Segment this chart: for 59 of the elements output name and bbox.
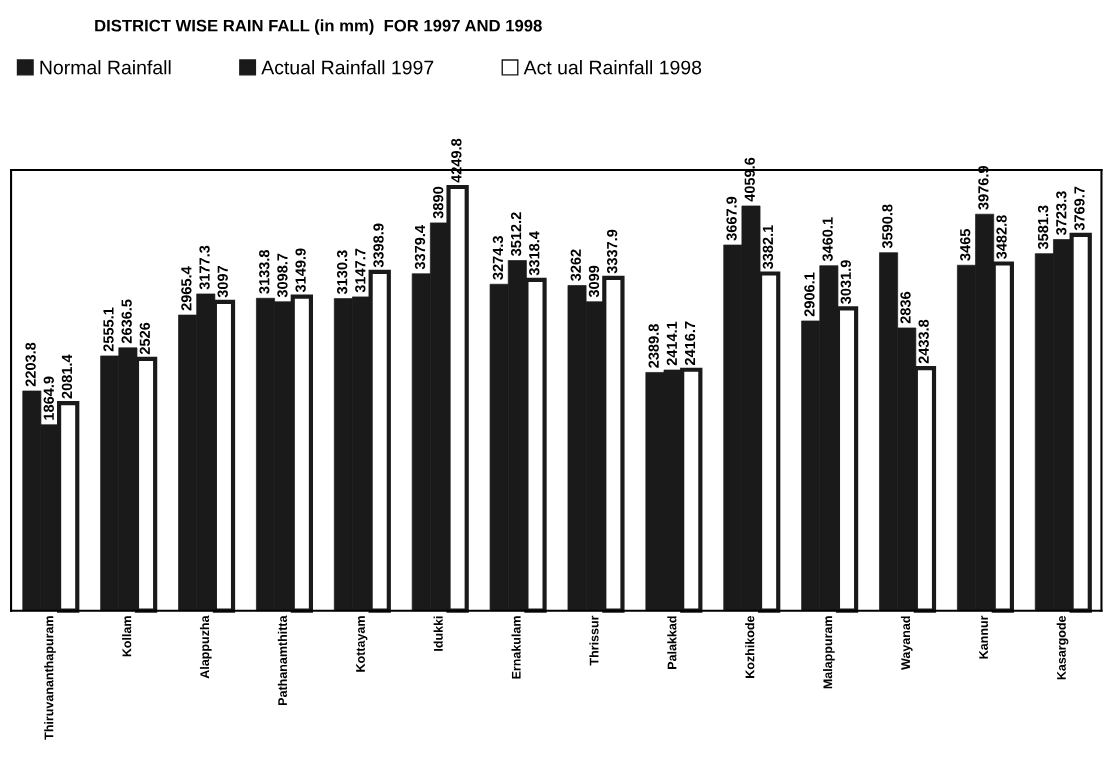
data-label: 2906.1 (804, 272, 815, 317)
x-tick-label: Kannur (979, 615, 988, 659)
x-tick-label: Malappuram (823, 616, 835, 689)
data-label: 3590.8 (882, 204, 893, 249)
x-tick-label: Kozhikode (745, 615, 755, 678)
x-tick-label: Kollam (122, 616, 132, 657)
data-label: 4059.6 (744, 157, 755, 202)
data-label: 3337.9 (606, 229, 618, 274)
x-tick-label: Palakkad (667, 616, 677, 669)
x-tick-label: Kottayam (356, 616, 368, 672)
data-label: 3512.2 (510, 212, 522, 257)
data-label: 3130.3 (336, 250, 348, 295)
data-label: 2836 (900, 291, 911, 324)
x-tick-label: Pathanamthitta (277, 615, 288, 705)
data-label: 1864.9 (43, 376, 54, 420)
data-label: 2965.4 (181, 266, 192, 311)
data-label: 3581.3 (1037, 205, 1049, 250)
data-label: 3382.1 (762, 225, 774, 270)
data-label: 3099 (588, 265, 600, 298)
x-tick-label: Alappuzha (199, 615, 212, 679)
data-label: 3097 (217, 265, 228, 298)
data-label: 3318.4 (529, 231, 540, 276)
data-label: 2203.8 (25, 342, 36, 387)
data-label: 3976.9 (978, 165, 989, 210)
data-label: 3274.3 (492, 236, 504, 280)
data-label: 3769.7 (1074, 186, 1085, 231)
data-label: 3460.1 (822, 217, 833, 262)
x-tick-label: Wayanad (900, 616, 913, 670)
data-label: 2555.1 (103, 307, 114, 352)
chart-title: DISTRICT WISE RAIN FALL (in mm) FOR 1997 AND 1998 (95, 19, 542, 35)
data-label: 3031.9 (840, 260, 851, 304)
data-label: 2389.8 (648, 324, 659, 368)
x-tick-label: Idukki (433, 616, 443, 651)
data-label: 3723.3 (1056, 191, 1067, 235)
data-label: 2081.4 (61, 354, 73, 399)
data-label: 3890 (433, 186, 444, 219)
x-tick-label: Thrissur (589, 615, 599, 666)
data-label: 3177.3 (199, 245, 210, 290)
data-label: 3667.9 (726, 196, 737, 241)
data-label: 3465 (960, 229, 971, 261)
data-label: 3398.9 (373, 223, 384, 268)
legend-label: Actual Rainfall 1997 (261, 60, 434, 75)
data-label: 2414.1 (666, 321, 677, 366)
data-label: 3147.7 (355, 248, 366, 293)
legend-label: Normal Rainfall (40, 60, 171, 75)
x-tick-label: Thiruvananthapuram (44, 616, 56, 740)
data-label: 3379.4 (414, 225, 426, 270)
data-label: 2636.5 (121, 299, 132, 344)
data-label: 3482.8 (996, 215, 1007, 259)
data-label: 2526 (139, 322, 150, 355)
data-label: 2416.7 (684, 321, 696, 366)
data-label: 3098.7 (277, 253, 288, 298)
legend-label: Act ual Rainfall 1998 (523, 60, 702, 75)
x-tick-label: Ernakulam (511, 616, 521, 679)
x-tick-label: Kasargode (1056, 615, 1069, 680)
data-label: 2433.8 (918, 319, 929, 364)
data-label: 3262 (570, 249, 581, 281)
data-label: 3149.9 (295, 248, 306, 293)
data-label: 3133.8 (259, 249, 270, 294)
